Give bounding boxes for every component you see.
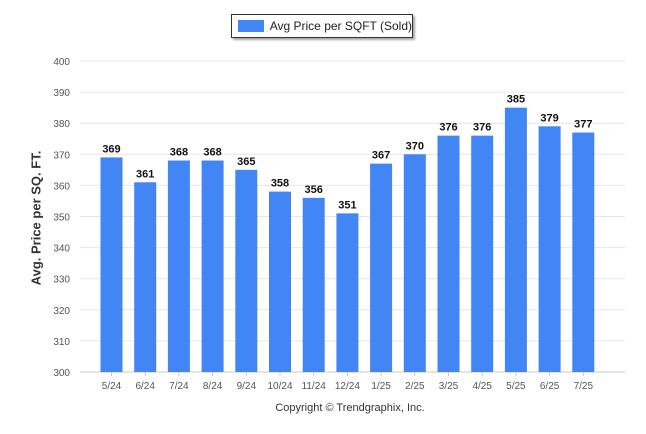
data-label-9/24: 365 [237,156,255,168]
data-label-3/25: 376 [439,122,457,134]
data-label-8/24: 368 [203,147,221,159]
x-tick-12/24: 12/24 [335,381,360,392]
y-tick-300: 300 [53,368,70,379]
bar-7/25[interactable] [572,132,595,372]
y-tick-310: 310 [53,337,70,348]
x-tick-labels: 5/24 6/24 7/24 8/24 9/24 10/24 11/24 12/24 1/25 2… [102,372,594,392]
x-tick-5/24: 5/24 [102,381,122,392]
copyright-text: Copyright © Trendgraphix, Inc. [275,402,425,414]
bar-8/24[interactable] [201,160,224,372]
bar-7/24[interactable] [167,160,190,372]
data-label-4/25: 376 [473,122,491,134]
legend[interactable]: Avg Price per SQFT (Sold) [231,14,413,38]
y-tick-320: 320 [53,306,70,317]
bar-11/24[interactable] [302,197,325,372]
data-label-6/24: 361 [136,168,154,180]
x-tick-6/24: 6/24 [135,381,155,392]
data-label-12/24: 351 [338,199,356,211]
data-label-5/24: 369 [102,143,120,155]
x-tick-11/24: 11/24 [302,381,327,392]
data-labels: 369 361 368 368 365 358 356 351 367 370 376 376 385 3… [102,94,592,212]
x-tick-3/25: 3/25 [439,381,459,392]
data-label-2/25: 370 [406,140,424,152]
bar-10/24[interactable] [269,191,291,372]
x-tick-5/25: 5/25 [506,381,526,392]
bar-5/25[interactable] [504,107,527,373]
x-tick-2/25: 2/25 [405,381,425,392]
x-tick-7/24: 7/24 [169,381,189,392]
x-tick-8/24: 8/24 [203,381,223,392]
y-tick-390: 390 [53,88,70,99]
x-tick-9/24: 9/24 [237,381,257,392]
x-tick-6/25: 6/25 [540,381,560,392]
bar-3/25[interactable] [437,135,460,372]
x-tick-1/25: 1/25 [371,381,391,392]
data-label-1/25: 367 [372,150,390,162]
legend-label: Avg Price per SQFT (Sold) [269,19,412,33]
bar-2/25[interactable] [403,154,426,372]
x-tick-7/25: 7/25 [574,381,594,392]
y-axis-title: Avg. Price per SQ. FT. [28,150,44,286]
y-tick-400: 400 [53,57,70,68]
y-tick-330: 330 [53,275,70,286]
data-label-5/25: 385 [507,94,525,106]
bar-1/25[interactable] [370,163,393,372]
data-label-7/25: 377 [574,119,592,131]
bars [100,107,595,373]
bar-6/25[interactable] [538,126,561,372]
y-tick-350: 350 [53,213,70,224]
y-tick-360: 360 [53,181,70,192]
y-tick-340: 340 [53,244,70,255]
bar-9/24[interactable] [235,169,258,372]
data-label-11/24: 356 [305,184,323,196]
data-label-7/24: 368 [170,147,188,159]
legend-swatch [238,20,264,32]
bar-4/25[interactable] [471,135,494,372]
x-tick-10/24: 10/24 [267,381,292,392]
data-label-10/24: 358 [271,178,289,190]
bar-5/24[interactable] [100,157,123,372]
bar-12/24[interactable] [336,213,359,372]
x-tick-4/25: 4/25 [472,381,492,392]
y-tick-380: 380 [53,119,70,130]
y-tick-370: 370 [53,150,70,161]
data-label-6/25: 379 [540,112,558,124]
bar-6/24[interactable] [134,182,157,372]
y-tick-labels: 300 310 320 330 340 350 360 370 380 390 400 [53,57,70,379]
